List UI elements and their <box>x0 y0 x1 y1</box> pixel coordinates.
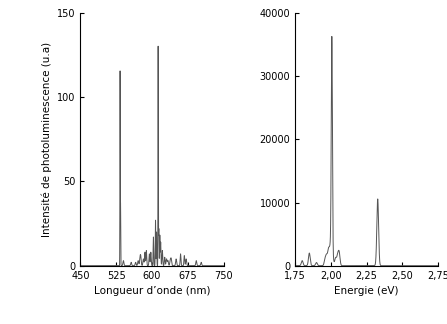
X-axis label: Energie (eV): Energie (eV) <box>334 286 399 296</box>
Y-axis label: Intensité de photoluminescence (u.a): Intensité de photoluminescence (u.a) <box>41 42 51 237</box>
X-axis label: Longueur d’onde (nm): Longueur d’onde (nm) <box>94 286 210 296</box>
